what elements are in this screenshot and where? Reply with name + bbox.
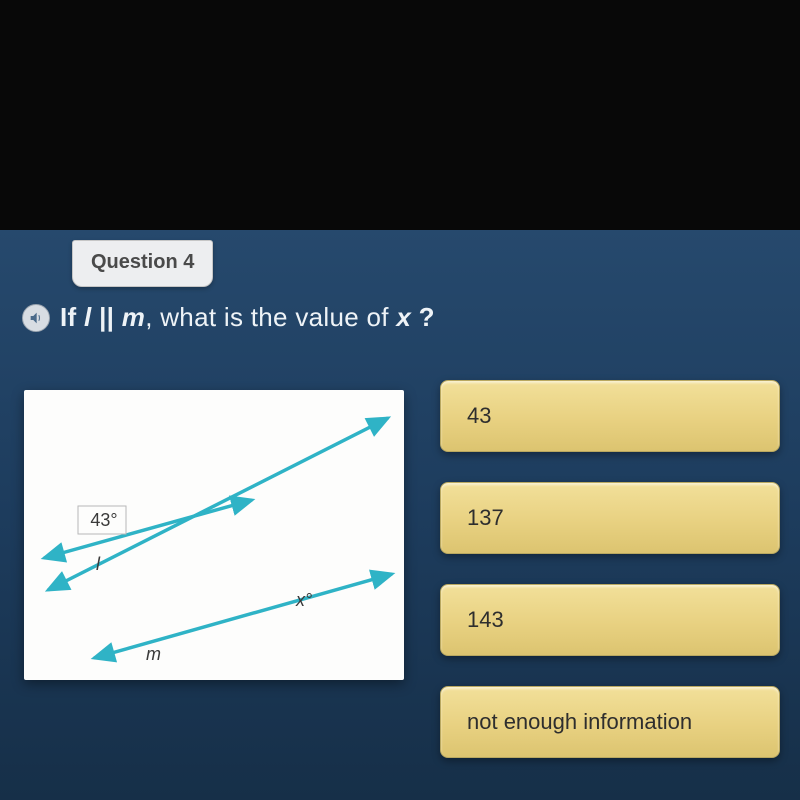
label-m: m (146, 644, 161, 664)
answer-label: 143 (467, 607, 504, 633)
audio-icon[interactable] (22, 304, 50, 332)
answer-option[interactable]: 143 (440, 584, 780, 656)
line-l (44, 500, 252, 558)
answer-label: 43 (467, 403, 491, 429)
line-m (94, 574, 392, 658)
q-prefix: If (60, 302, 84, 332)
q-var-l: l (84, 302, 92, 332)
question-text: If l || m, what is the value of x ? (60, 302, 435, 333)
question-number-tab: Question 4 (72, 240, 213, 287)
answer-label: not enough information (467, 709, 692, 735)
geometry-diagram: 43° x° l m (24, 390, 404, 680)
q-mid: , what is the value of (145, 302, 396, 332)
answer-option[interactable]: 137 (440, 482, 780, 554)
q-parallel: || (92, 302, 115, 332)
question-number-text: Question 4 (91, 251, 194, 273)
angle-43-label: 43° (90, 510, 117, 530)
q-var-x: x (396, 302, 411, 332)
angle-x-label: x° (295, 590, 312, 610)
q-var-m: m (114, 302, 145, 332)
answer-option[interactable]: not enough information (440, 686, 780, 758)
quiz-panel: Question 4 If l || m, what is the value … (0, 230, 800, 800)
diagram-svg: 43° x° l m (24, 390, 404, 680)
answer-option[interactable]: 43 (440, 380, 780, 452)
question-row: If l || m, what is the value of x ? (22, 302, 435, 333)
answer-label: 137 (467, 505, 504, 531)
answer-list: 43 137 143 not enough information (440, 380, 780, 758)
top-black-bar (0, 0, 800, 230)
q-suffix: ? (411, 302, 435, 332)
